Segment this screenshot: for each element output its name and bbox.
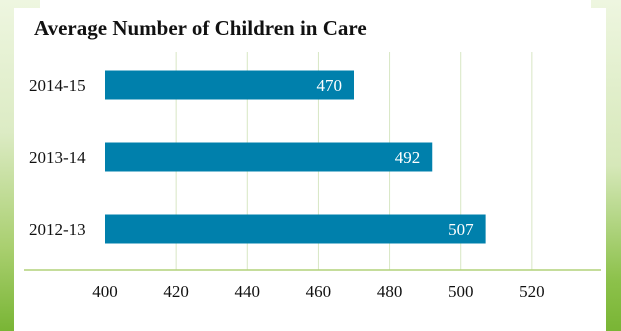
x-tick-label: 400 — [92, 282, 118, 301]
category-label: 2013-14 — [29, 148, 86, 167]
data-label: 492 — [395, 148, 421, 167]
x-tick-label: 420 — [163, 282, 189, 301]
data-label: 507 — [448, 220, 474, 239]
bar — [105, 214, 486, 244]
category-label: 2012-13 — [29, 220, 86, 239]
bar-chart: 2014-15 470 2013-14 492 2012-13 507 400 420 440 4… — [24, 52, 601, 301]
x-tick-label: 500 — [448, 282, 474, 301]
x-tick-label: 460 — [306, 282, 332, 301]
chart-title: Average Number of Children in Care — [34, 16, 367, 40]
category-label: 2014-15 — [29, 76, 86, 95]
data-label: 470 — [317, 76, 343, 95]
bar — [105, 70, 354, 100]
chart-card: Average Number of Children in Care 2014-… — [14, 8, 606, 331]
x-tick-label: 480 — [377, 282, 403, 301]
x-tick-label: 440 — [235, 282, 261, 301]
bar — [105, 142, 433, 172]
x-tick-label: 520 — [519, 282, 545, 301]
